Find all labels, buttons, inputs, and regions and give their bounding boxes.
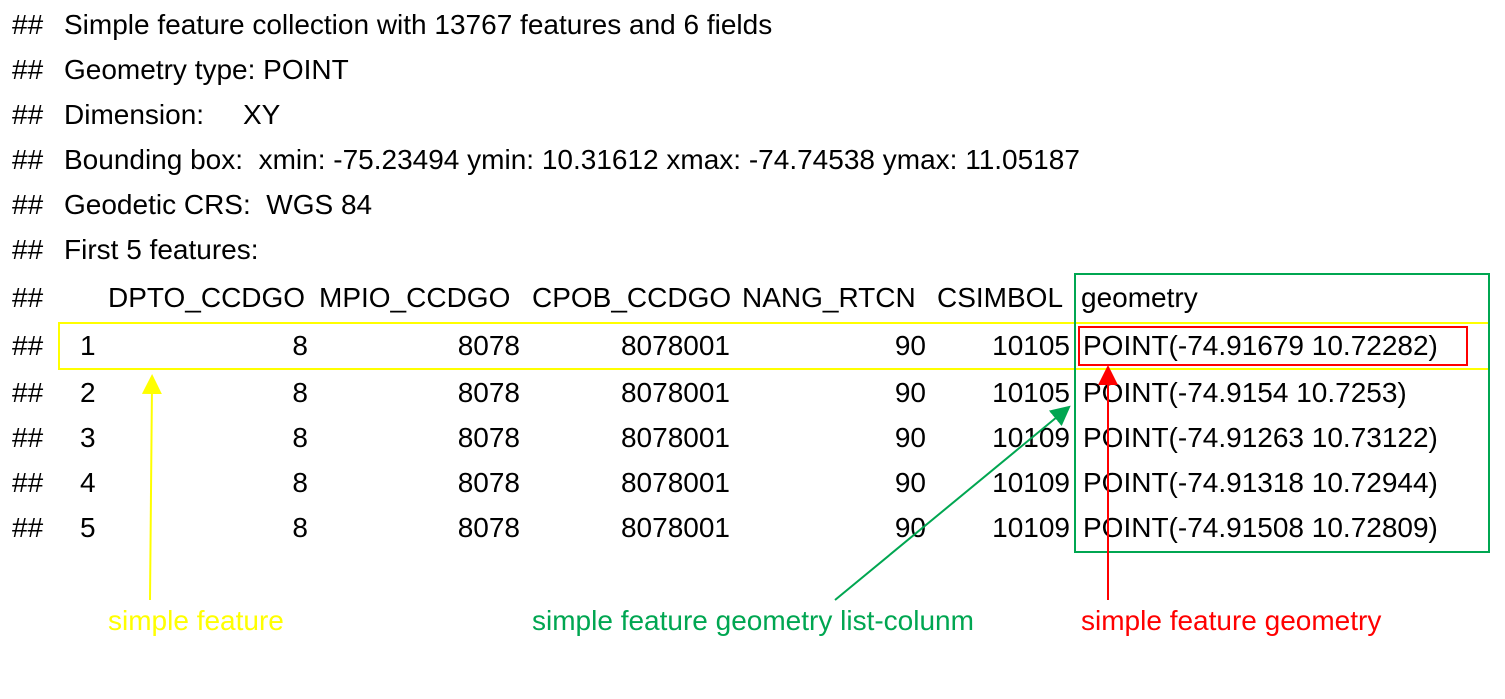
line-prefix: ##: [12, 99, 44, 130]
table-cell: 90: [894, 422, 926, 453]
geometry-cell: POINT(-74.91318 10.72944): [1083, 467, 1438, 498]
line-prefix: ##: [12, 512, 44, 543]
column-header: MPIO_CCDGO: [319, 282, 511, 313]
geometry-cell: POINT(-74.91263 10.73122): [1083, 422, 1438, 453]
line-prefix: ##: [12, 467, 44, 498]
column-header: geometry: [1081, 282, 1198, 313]
table-cell: 8: [292, 422, 308, 453]
header-line-crs: Geodetic CRS: WGS 84: [64, 189, 373, 220]
geometry-cell: POINT(-74.91508 10.72809): [1083, 512, 1438, 543]
line-prefix: ##: [12, 377, 44, 408]
table-cell: 10109: [992, 467, 1070, 498]
table-cell: 8078: [457, 377, 520, 408]
line-prefix: ##: [12, 422, 44, 453]
table-cell: 8078001: [620, 330, 730, 361]
row-id: 3: [80, 422, 96, 453]
table-cell: 10105: [992, 330, 1070, 361]
geometry-list-column-highlight-box: [1074, 273, 1490, 553]
header-line-geometry-type: Geometry type: POINT: [64, 54, 349, 85]
geometry-list-column-arrow: [834, 405, 1071, 601]
column-header: CSIMBOL: [937, 282, 1064, 313]
header-line-collection: Simple feature collection with 13767 fea…: [64, 9, 773, 40]
geometry-cell: POINT(-74.91679 10.72282): [1083, 330, 1438, 361]
row-id: 4: [80, 467, 96, 498]
table-cell: 8078001: [620, 422, 730, 453]
geometry-list-column-label: simple feature geometry list-colunm: [532, 605, 974, 636]
table-cell: 8: [292, 330, 308, 361]
table-cell: 8078001: [620, 512, 730, 543]
simple-feature-label: simple feature: [108, 605, 284, 636]
table-cell: 10109: [992, 512, 1070, 543]
table-cell: 90: [894, 467, 926, 498]
line-prefix: ##: [12, 9, 44, 40]
table-cell: 8078001: [620, 377, 730, 408]
table-cell: 8: [292, 512, 308, 543]
table-cell: 10105: [992, 377, 1070, 408]
table-cell: 8078: [457, 330, 520, 361]
table-cell: 90: [894, 330, 926, 361]
table-cell: 8078: [457, 422, 520, 453]
row-id: 5: [80, 512, 96, 543]
line-prefix: ##: [12, 54, 44, 85]
table-cell: 8078: [457, 467, 520, 498]
column-header: DPTO_CCDGO: [108, 282, 306, 313]
simple-feature-arrow: [141, 374, 162, 601]
header-line-bounding-box: Bounding box: xmin: -75.23494 ymin: 10.3…: [64, 144, 1080, 175]
table-cell: 8: [292, 377, 308, 408]
header-line-first-features: First 5 features:: [64, 234, 259, 265]
geometry-cell: POINT(-74.9154 10.7253): [1083, 377, 1407, 408]
table-cell: 8078: [457, 512, 520, 543]
column-header: CPOB_CCDGO: [532, 282, 732, 313]
line-prefix: ##: [12, 144, 44, 175]
table-cell: 8: [292, 467, 308, 498]
row-id: 2: [80, 377, 96, 408]
column-header: NANG_RTCN: [742, 282, 916, 313]
line-prefix: ##: [12, 234, 44, 265]
line-prefix: ##: [12, 330, 44, 361]
feature-geometry-label: simple feature geometry: [1081, 605, 1382, 636]
header-line-dimension: Dimension: XY: [64, 99, 281, 130]
table-cell: 90: [894, 377, 926, 408]
line-prefix: ##: [12, 282, 44, 313]
table-cell: 8078001: [620, 467, 730, 498]
line-prefix: ##: [12, 189, 44, 220]
feature-geometry-highlight-box: [1078, 326, 1468, 366]
row-id: 1: [80, 330, 96, 361]
